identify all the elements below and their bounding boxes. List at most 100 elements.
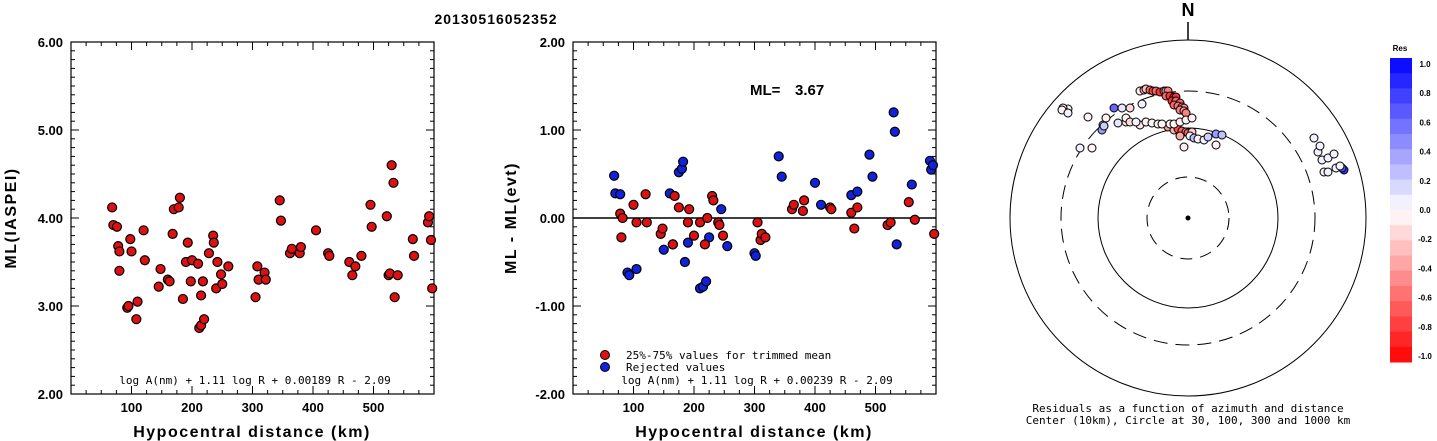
plot1-ticks: 100 200 300 400 500 2.00 3.00 4.00 5.00 6.00 (38, 35, 435, 415)
rejected-point (615, 189, 626, 200)
data-point (324, 250, 335, 261)
y-tick-label: 6.00 (38, 35, 63, 50)
station-point (1323, 167, 1333, 177)
rejected-point (750, 250, 761, 261)
accepted-point (760, 232, 771, 243)
accepted-point (708, 195, 719, 206)
colorbar-tick-label: -0.8 (1418, 323, 1432, 332)
colorbar-swatch (1390, 149, 1412, 165)
data-point (114, 265, 125, 276)
colorbar-tick-label: -1.0 (1418, 352, 1432, 361)
y-tick-label: 1.00 (540, 123, 565, 138)
colorbar-swatch (1390, 58, 1412, 74)
x-tick-label: 100 (121, 400, 143, 415)
data-point (212, 256, 223, 268)
station-point (1315, 141, 1325, 151)
data-point (203, 248, 215, 259)
colorbar-tick-label: -0.6 (1418, 294, 1432, 303)
colorbar-swatch (1390, 210, 1412, 226)
station-point (1131, 117, 1141, 127)
plot2-ylabel: ML - ML(evt) (503, 162, 520, 274)
accepted-point (628, 199, 639, 210)
ml-value: 3.67 (795, 82, 824, 99)
accepted-point (788, 199, 799, 210)
colorbar-swatch (1390, 286, 1412, 302)
colorbar-tick-label: 1.0 (1419, 60, 1431, 69)
data-point (427, 283, 438, 294)
legend-accepted-label: 25%-75% values for trimmed mean (626, 349, 831, 362)
colorbar-swatch (1390, 118, 1412, 135)
rejected-point (864, 149, 875, 160)
north-label: N (1182, 0, 1195, 20)
accepted-point (657, 223, 668, 234)
accepted-point (684, 204, 695, 215)
y-tick-label: 2.00 (540, 35, 565, 50)
rejected-point (852, 186, 863, 197)
data-point (138, 225, 149, 236)
data-point (392, 270, 403, 281)
colorbar-swatch (1390, 331, 1412, 348)
station-point (1109, 103, 1119, 113)
colorbar-title: Res (1393, 44, 1408, 53)
data-point (388, 177, 399, 188)
colorbar-swatch (1390, 240, 1412, 257)
colorbar-tick-label: 0.2 (1419, 177, 1431, 186)
data-point (199, 314, 210, 325)
y-tick-label: 5.00 (38, 123, 63, 138)
x-tick-label: 300 (242, 400, 264, 415)
rejected-point (889, 126, 900, 137)
station-point (1075, 143, 1085, 153)
rejected-point (891, 239, 902, 250)
rejected-point (624, 270, 635, 281)
station-point (1063, 108, 1073, 118)
data-point (195, 290, 207, 301)
accepted-point (617, 212, 628, 224)
legend-rejected-label: Rejected values (626, 361, 725, 374)
data-point (155, 263, 166, 275)
plot1-ylabel: ML(IASPEI) (3, 167, 20, 268)
accepted-point (616, 232, 627, 243)
station-point (1099, 121, 1109, 131)
data-point (174, 192, 185, 203)
station-point (1211, 140, 1221, 150)
data-point (425, 234, 437, 246)
colorbar-tick-label: 0.4 (1419, 148, 1431, 157)
accepted-point (929, 228, 940, 239)
plot2-xlabel: Hypocentral distance (km) (635, 424, 873, 441)
accepted-point (640, 189, 651, 200)
x-tick-label: 400 (302, 400, 324, 415)
data-point (275, 215, 287, 226)
colorbar-swatch (1390, 270, 1412, 287)
y-tick-label: -1.00 (535, 299, 565, 314)
data-point (153, 281, 164, 292)
x-tick-label: 500 (363, 400, 385, 415)
plot1-formula: log A(nm) + 1.11 log R + 0.00189 R - 2.0… (119, 374, 391, 387)
data-point (386, 160, 397, 171)
data-point (260, 274, 271, 285)
data-point (356, 250, 367, 261)
data-point (274, 195, 285, 206)
colorbar-tick-label: -0.2 (1418, 235, 1432, 244)
data-point (365, 199, 376, 210)
data-point (107, 202, 118, 213)
data-point (389, 292, 400, 303)
station-point (1125, 103, 1135, 113)
station-point (1087, 143, 1097, 153)
rejected-point (809, 177, 821, 188)
data-point (408, 250, 420, 261)
station-point (1187, 113, 1197, 123)
rejected-point (888, 107, 899, 118)
accepted-point (699, 239, 710, 250)
rejected-point (700, 276, 712, 287)
legend-rejected-marker (600, 362, 610, 372)
x-tick-label: 400 (804, 400, 826, 415)
data-point (252, 261, 263, 272)
data-point (123, 300, 134, 312)
data-point (381, 211, 392, 222)
y-tick-label: 4.00 (38, 211, 63, 226)
plot1-frame (70, 41, 435, 395)
plot2-formula: log A(nm) + 1.11 log R + 0.00239 R - 2.0… (621, 374, 893, 387)
accepted-point (852, 202, 863, 213)
circle-1000km (1009, 39, 1367, 397)
colorbar-swatch (1390, 103, 1412, 120)
